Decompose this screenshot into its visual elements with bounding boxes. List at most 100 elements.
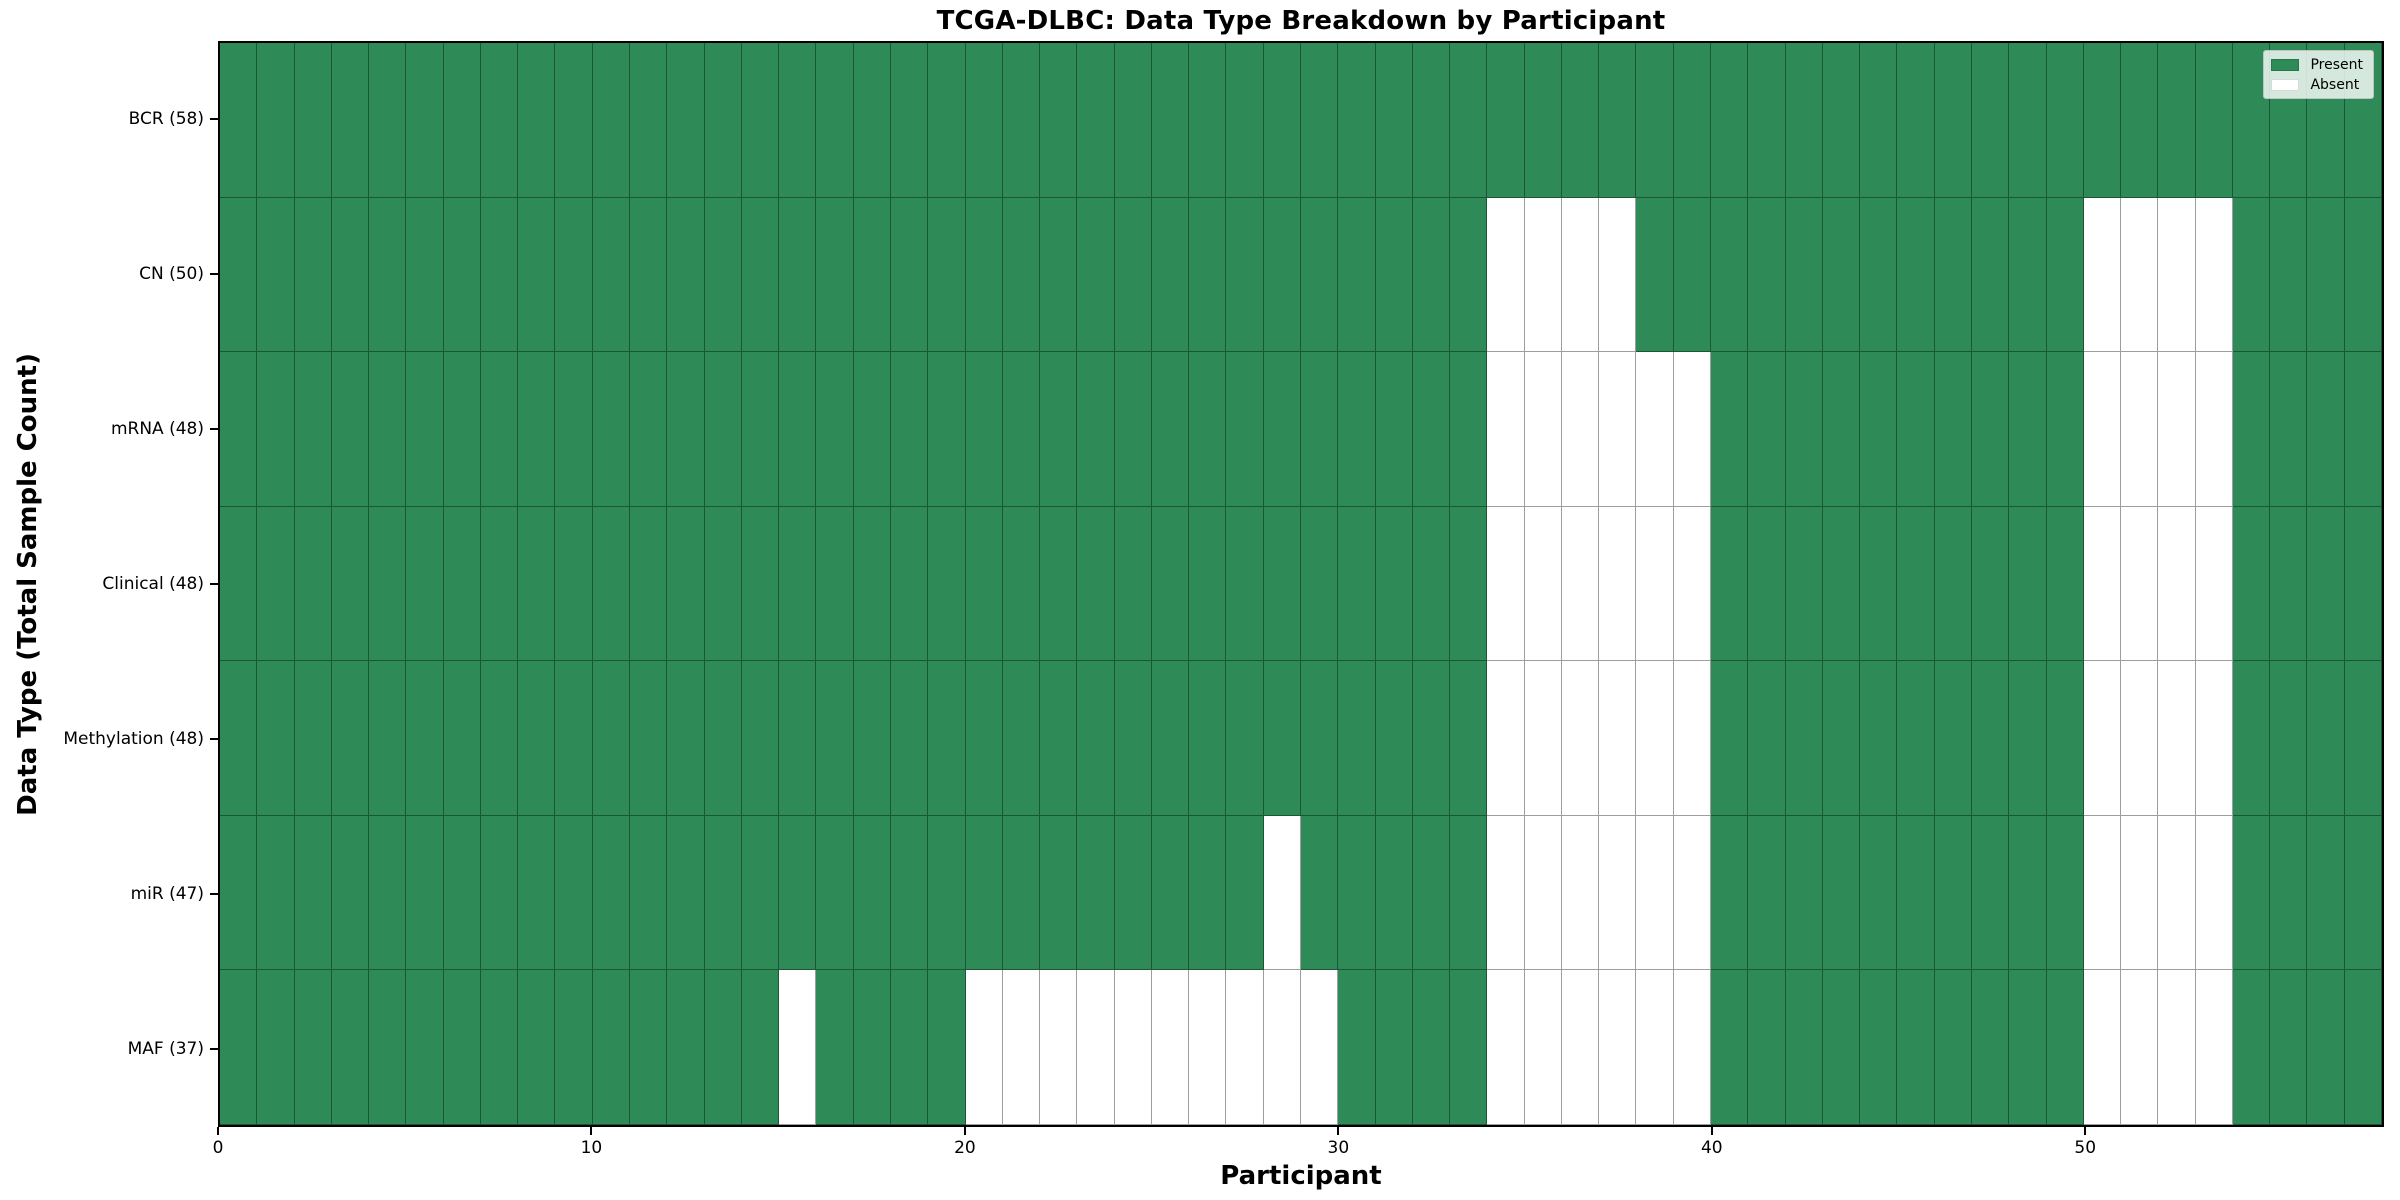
heatmap-cell	[518, 43, 556, 198]
heatmap-cell	[1673, 352, 1712, 507]
heatmap-cell	[369, 661, 407, 816]
x-tick-mark	[590, 1127, 593, 1135]
heatmap-cell	[1599, 352, 1637, 507]
heatmap-cell	[1040, 43, 1078, 198]
heatmap-cell	[1487, 506, 1525, 662]
heatmap-cell	[1971, 970, 2010, 1125]
legend-entry-absent: Absent	[2271, 77, 2363, 92]
heatmap-cell	[890, 970, 929, 1125]
heatmap-cell	[890, 43, 929, 198]
heatmap-cell	[1934, 506, 1972, 662]
heatmap-cell	[1748, 506, 1786, 662]
x-axis-label: Participant	[1220, 1161, 1382, 1191]
heatmap-cell	[1226, 197, 1264, 353]
heatmap-cell	[853, 661, 891, 816]
x-tick-label: 30	[1327, 1138, 1350, 1158]
heatmap-cell	[630, 197, 668, 353]
heatmap-cell	[2232, 506, 2271, 662]
heatmap-cell	[2344, 661, 2382, 816]
heatmap-cell	[443, 970, 481, 1125]
heatmap-cell	[965, 197, 1003, 353]
heatmap-cell	[480, 506, 519, 662]
heatmap-cell	[1897, 661, 1935, 816]
heatmap-cell	[518, 970, 556, 1125]
heatmap-cell	[667, 815, 705, 971]
heatmap-cell	[2009, 352, 2047, 507]
heatmap-cell	[1487, 197, 1525, 353]
heatmap-cell	[1934, 815, 1972, 971]
heatmap-cell	[1114, 970, 1152, 1125]
heatmap-cell	[2270, 970, 2308, 1125]
x-tick-label: 10	[580, 1138, 603, 1158]
heatmap-cell	[853, 197, 891, 353]
heatmap-cell	[1151, 43, 1190, 198]
heatmap-cell	[928, 506, 966, 662]
heatmap-cell	[2344, 970, 2382, 1125]
heatmap-cell	[2195, 352, 2233, 507]
heatmap-cell	[1971, 506, 2010, 662]
heatmap-cell	[1002, 352, 1041, 507]
heatmap-cell	[406, 197, 444, 353]
heatmap-cell	[630, 352, 668, 507]
heatmap-cell	[1040, 815, 1078, 971]
heatmap-cell	[592, 661, 631, 816]
heatmap-cell	[220, 661, 258, 816]
heatmap-cell	[518, 352, 556, 507]
heatmap-cell	[2270, 197, 2308, 353]
heatmap-cell	[369, 970, 407, 1125]
heatmap-cell	[1114, 661, 1152, 816]
heatmap-cell	[1748, 970, 1786, 1125]
heatmap-cell	[1263, 661, 1301, 816]
heatmap-cell	[965, 352, 1003, 507]
heatmap-cell	[2232, 970, 2271, 1125]
heatmap-cell	[2232, 197, 2271, 353]
heatmap-cell	[630, 506, 668, 662]
y-tick-mark	[210, 893, 218, 896]
x-tick-label: 40	[1700, 1138, 1723, 1158]
heatmap-cell	[443, 197, 481, 353]
heatmap-cell	[1002, 43, 1041, 198]
heatmap-cell	[480, 970, 519, 1125]
heatmap-cell	[816, 815, 854, 971]
heatmap-cell	[667, 661, 705, 816]
heatmap-cell	[2046, 661, 2084, 816]
heatmap-cell	[816, 43, 854, 198]
heatmap-cell	[1673, 43, 1712, 198]
heatmap-cell	[1897, 970, 1935, 1125]
heatmap-cell	[1934, 970, 1972, 1125]
heatmap-cell	[1711, 815, 1749, 971]
heatmap-cell	[928, 661, 966, 816]
heatmap-cell	[1971, 43, 2010, 198]
heatmap-cell	[1711, 352, 1749, 507]
heatmap-cell	[1897, 815, 1935, 971]
heatmap-cell	[2083, 815, 2122, 971]
heatmap-cell	[1189, 43, 1227, 198]
heatmap-cell	[1226, 970, 1264, 1125]
heatmap-cell	[1561, 352, 1600, 507]
heatmap-cell	[1822, 506, 1861, 662]
heatmap-cell	[294, 970, 332, 1125]
heatmap-cell	[1077, 352, 1115, 507]
heatmap-cell	[2232, 661, 2271, 816]
heatmap-cell	[1375, 661, 1413, 816]
heatmap-cell	[1301, 815, 1339, 971]
heatmap-cell	[2195, 661, 2233, 816]
heatmap-cell	[555, 352, 593, 507]
heatmap-cell	[1673, 661, 1712, 816]
heatmap-cell	[667, 506, 705, 662]
heatmap-cell	[1338, 506, 1376, 662]
heatmap-cell	[406, 43, 444, 198]
heatmap-cell	[1636, 352, 1674, 507]
heatmap-cell	[1375, 970, 1413, 1125]
heatmap-cell	[1151, 661, 1190, 816]
heatmap-cell	[1189, 970, 1227, 1125]
heatmap-cell	[2046, 815, 2084, 971]
heatmap-cell	[220, 43, 258, 198]
heatmap-cell	[1785, 970, 1823, 1125]
heatmap-cell	[1375, 197, 1413, 353]
heatmap-cell	[257, 661, 295, 816]
heatmap-cell	[1151, 815, 1190, 971]
heatmap-cell	[965, 43, 1003, 198]
heatmap-cell	[1636, 197, 1674, 353]
